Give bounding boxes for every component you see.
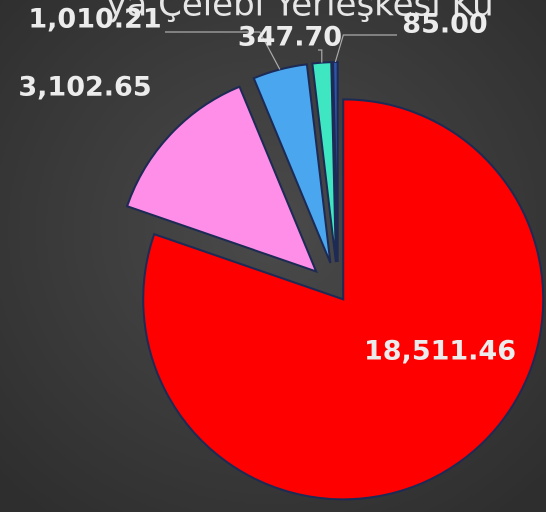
pie-slice [125, 85, 318, 274]
data-label: 3,102.65 [18, 72, 151, 103]
pie-slice [142, 98, 545, 501]
data-label: 85.00 [402, 9, 487, 40]
leader-line [318, 49, 323, 63]
data-label: 1,010.21 [28, 4, 161, 35]
chart-title: ya Çelebi Yerleşkesi Ku [106, 0, 493, 25]
pie-slice [311, 61, 337, 263]
pie-slice [252, 63, 332, 264]
leader-line [165, 31, 281, 70]
data-label: 18,511.46 [364, 336, 516, 367]
data-label: 347.70 [238, 22, 342, 53]
leader-line [334, 34, 397, 63]
